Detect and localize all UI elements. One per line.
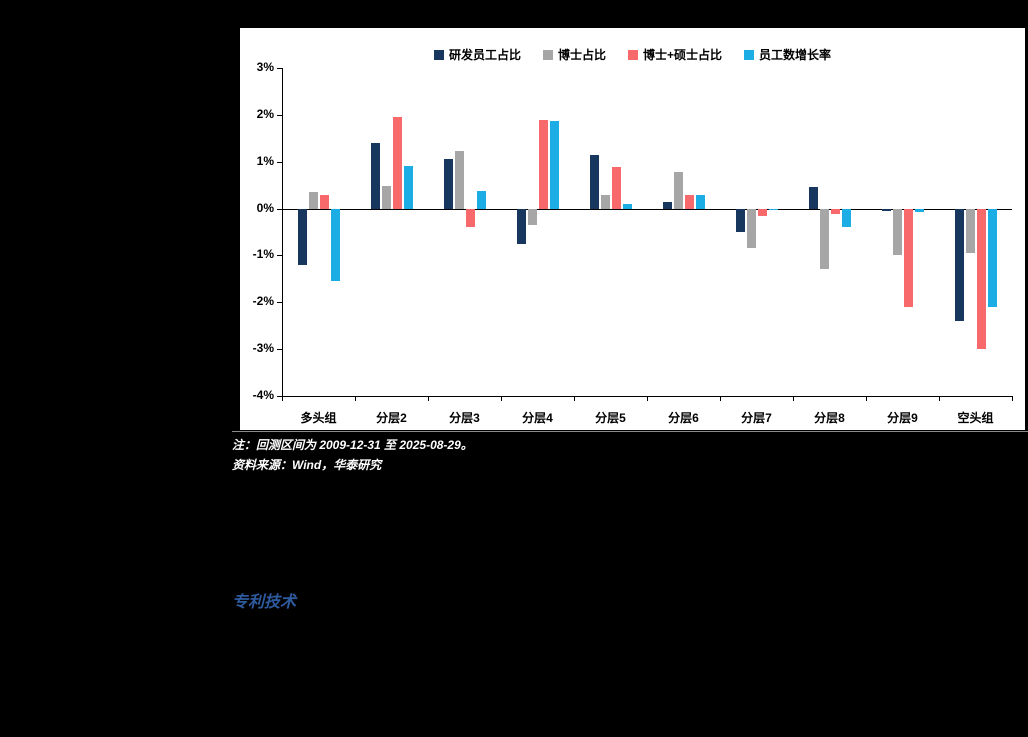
y-tick-mark: [277, 396, 282, 397]
y-tick-mark: [277, 208, 282, 210]
legend-item: 员工数增长率: [744, 46, 831, 63]
chart-panel: 研发员工占比 博士占比 博士+硕士占比 员工数增长率 3% 2% 1% 0% -1% -2% -3…: [240, 28, 1025, 430]
bar-员工数增长率-分层6: [695, 195, 705, 209]
legend-item: 博士+硕士占比: [628, 46, 722, 63]
y-tick-mark: [277, 161, 282, 163]
y-tick-label: -2%: [252, 294, 274, 309]
chart-plot-area: 3% 2% 1% 0% -1% -2% -3% -4% 多头组 分层2 分层3 分层4 分层5 分层6 分层…: [240, 28, 1025, 430]
x-tick-mark: [647, 396, 648, 401]
bar-博士占比-分层3: [454, 151, 464, 209]
bar-研发员工占比-分层9: [881, 208, 891, 211]
x-category-label: 分层6: [668, 411, 699, 425]
bar-研发员工占比-分层7: [735, 208, 745, 232]
y-tick-label: 3%: [256, 60, 274, 74]
y-tick-mark: [277, 255, 282, 257]
x-tick-mark: [793, 396, 794, 401]
bar-博士+硕士占比-分层2: [392, 117, 402, 209]
zero-axis-line: [282, 208, 1012, 210]
x-category-label: 分层7: [741, 411, 772, 425]
x-category-label: 分层5: [595, 411, 626, 425]
bar-博士+硕士占比-多头组: [319, 195, 329, 209]
bar-博士占比-分层5: [600, 194, 610, 209]
legend-label: 博士占比: [557, 48, 606, 62]
bar-员工数增长率-分层4: [549, 120, 559, 209]
bar-博士+硕士占比-分层9: [903, 208, 913, 307]
chart-source: 资料来源：Wind，华泰研究: [232, 458, 382, 472]
x-tick-mark: [282, 396, 283, 401]
bar-研发员工占比-分层4: [516, 208, 526, 244]
bar-博士占比-分层7: [746, 208, 756, 249]
bar-博士+硕士占比-分层3: [465, 208, 475, 228]
x-category-label: 分层4: [522, 411, 553, 425]
bar-博士+硕士占比-分层4: [538, 119, 548, 209]
legend-label: 博士+硕士占比: [643, 48, 723, 62]
legend-swatch-icon: [542, 49, 553, 60]
bar-员工数增长率-分层2: [403, 166, 413, 209]
y-tick-mark: [277, 68, 282, 69]
y-tick-label: 0%: [256, 200, 274, 215]
x-tick-mark: [1012, 396, 1013, 401]
legend-swatch-icon: [744, 49, 755, 60]
x-category-label: 分层9: [887, 411, 918, 425]
bar-研发员工占比-分层6: [662, 201, 672, 209]
bar-博士+硕士占比-空头组: [976, 208, 986, 350]
bar-员工数增长率-空头组: [987, 208, 997, 307]
x-category-label: 空头组: [957, 411, 994, 425]
y-tick-label: -1%: [252, 247, 274, 262]
x-tick-mark: [428, 396, 429, 401]
x-category-label: 分层2: [376, 411, 407, 425]
bar-研发员工占比-分层5: [589, 154, 599, 209]
y-tick-mark: [277, 302, 282, 304]
y-tick-label: 2%: [256, 106, 274, 121]
bar-博士占比-分层9: [892, 208, 902, 256]
legend-swatch-icon: [433, 49, 444, 60]
legend-item: 博士占比: [542, 46, 606, 63]
x-tick-mark: [355, 396, 356, 401]
bar-研发员工占比-分层2: [370, 142, 380, 209]
bar-博士占比-分层2: [381, 186, 391, 209]
bar-员工数增长率-分层8: [841, 208, 851, 228]
x-category-label: 分层8: [814, 411, 845, 425]
y-tick-label: -4%: [252, 388, 274, 402]
bar-博士占比-多头组: [308, 192, 318, 209]
bar-研发员工占比-分层8: [808, 187, 818, 209]
y-tick-label: -3%: [252, 341, 274, 356]
bar-博士+硕士占比-分层6: [684, 194, 694, 209]
bar-博士占比-分层8: [819, 208, 829, 270]
y-tick-mark: [277, 114, 282, 116]
y-tick-mark: [277, 349, 282, 351]
x-category-label: 分层3: [449, 411, 480, 425]
x-tick-mark: [574, 396, 575, 401]
bar-研发员工占比-分层3: [443, 159, 453, 209]
x-tick-mark: [720, 396, 721, 401]
legend-swatch-icon: [628, 49, 638, 60]
bar-博士+硕士占比-分层8: [830, 208, 840, 215]
bar-博士+硕士占比-分层7: [757, 208, 767, 216]
legend-label: 员工数增长率: [759, 48, 832, 62]
bar-研发员工占比-空头组: [954, 208, 964, 322]
bar-员工数增长率-分层7: [768, 208, 778, 210]
x-tick-mark: [501, 396, 502, 401]
bar-博士占比-空头组: [965, 208, 975, 254]
bar-博士占比-分层6: [673, 172, 683, 209]
x-tick-mark: [939, 396, 940, 401]
y-tick-label: 1%: [256, 153, 274, 168]
section-divider: [232, 431, 1028, 432]
bar-博士占比-分层4: [527, 208, 537, 225]
x-tick-mark: [866, 396, 867, 401]
bar-员工数增长率-分层5: [622, 203, 632, 209]
legend-item: 研发员工占比: [433, 46, 521, 63]
bar-员工数增长率-分层9: [914, 208, 924, 212]
bar-员工数增长率-多头组: [330, 208, 340, 282]
bar-博士+硕士占比-分层5: [611, 167, 621, 209]
chart-note: 注：回测区间为 2009-12-31 至 2025-08-29。: [232, 438, 473, 452]
bar-研发员工占比-多头组: [297, 208, 307, 265]
x-category-label: 多头组: [300, 411, 337, 425]
bar-员工数增长率-分层3: [476, 190, 486, 209]
legend-label: 研发员工占比: [448, 48, 521, 62]
section-heading-patent: 专利技术: [232, 594, 297, 611]
y-axis-line: [282, 68, 283, 396]
chart-legend: 研发员工占比 博士占比 博士+硕士占比 员工数增长率: [240, 46, 1025, 63]
